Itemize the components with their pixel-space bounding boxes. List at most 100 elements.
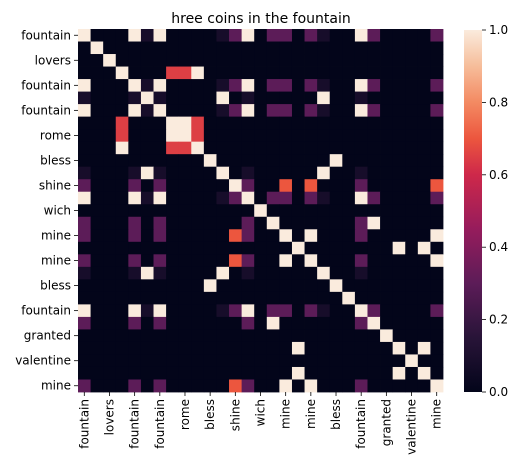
heatmap-cell — [392, 41, 406, 55]
heatmap-cell — [380, 66, 394, 80]
heatmap-cell — [342, 341, 356, 355]
heatmap-cell — [216, 216, 230, 230]
heatmap-cell — [203, 279, 217, 293]
heatmap-cell — [191, 104, 205, 118]
heatmap-cell — [103, 104, 117, 118]
heatmap-cell — [405, 204, 419, 218]
heatmap-cell — [153, 254, 167, 268]
heatmap-cell — [90, 129, 104, 143]
heatmap-cell — [103, 54, 117, 67]
heatmap-cell — [392, 229, 406, 243]
heatmap-cell — [128, 104, 142, 118]
heatmap-cell — [266, 41, 280, 55]
heatmap-cell — [115, 104, 129, 118]
heatmap-cell — [329, 41, 343, 55]
heatmap-cell — [103, 204, 117, 218]
heatmap-cell — [140, 266, 154, 280]
heatmap-cell — [405, 41, 419, 55]
heatmap-cell — [191, 266, 205, 280]
heatmap-cell — [241, 291, 255, 305]
heatmap-cell — [115, 129, 129, 143]
heatmap-cell — [166, 79, 180, 92]
heatmap-cell — [140, 79, 154, 92]
heatmap-cell — [153, 279, 167, 293]
heatmap-cell — [266, 129, 280, 143]
heatmap-cell — [317, 129, 331, 143]
heatmap-cell — [166, 379, 180, 393]
heatmap-cell — [380, 366, 394, 380]
heatmap-cell — [103, 154, 117, 168]
heatmap-cell — [153, 54, 167, 67]
heatmap-cell — [153, 29, 167, 42]
heatmap-cell — [279, 291, 293, 305]
heatmap-cell — [367, 291, 381, 305]
heatmap-cell — [405, 354, 419, 368]
heatmap-cell — [103, 341, 117, 355]
heatmap-cell — [279, 179, 293, 193]
heatmap-cell — [354, 129, 368, 143]
heatmap-cell — [153, 166, 167, 180]
heatmap-cell — [90, 291, 104, 305]
heatmap-cell — [405, 166, 419, 180]
heatmap-cell — [392, 104, 406, 118]
heatmap-cell — [266, 179, 280, 193]
heatmap-cell — [166, 366, 180, 380]
heatmap-cell — [115, 354, 129, 368]
heatmap-cell — [380, 91, 394, 105]
heatmap-cell — [304, 141, 318, 155]
heatmap-cell — [178, 329, 192, 343]
heatmap-cell — [241, 379, 255, 393]
heatmap-cell — [342, 179, 356, 193]
heatmap-cell — [291, 279, 305, 293]
heatmap-cell — [78, 41, 91, 55]
heatmap-cell — [229, 66, 243, 80]
heatmap-cell — [342, 29, 356, 42]
heatmap-cell — [153, 141, 167, 155]
heatmap-cell — [317, 116, 331, 130]
heatmap-cell — [241, 304, 255, 318]
heatmap-cell — [166, 66, 180, 80]
heatmap-cell — [342, 191, 356, 205]
heatmap-cell — [304, 229, 318, 243]
heatmap-cell — [392, 141, 406, 155]
heatmap-cell — [317, 166, 331, 180]
heatmap-cell — [342, 229, 356, 243]
heatmap-cell — [392, 154, 406, 168]
heatmap-cell — [430, 54, 444, 67]
heatmap-cell — [103, 379, 117, 393]
heatmap-cell — [115, 179, 129, 193]
heatmap-cell — [78, 29, 91, 42]
heatmap-cell — [417, 229, 431, 243]
heatmap-cell — [266, 329, 280, 343]
heatmap-cell — [317, 104, 331, 118]
heatmap-cell — [417, 379, 431, 393]
heatmap-cell — [229, 179, 243, 193]
heatmap-cell — [153, 329, 167, 343]
heatmap-cell — [103, 129, 117, 143]
heatmap-cell — [417, 116, 431, 130]
x-tick-label: fountain — [77, 399, 91, 449]
heatmap-cell — [342, 366, 356, 380]
heatmap-cell — [178, 54, 192, 67]
heatmap-cell — [140, 354, 154, 368]
heatmap-cell — [417, 329, 431, 343]
heatmap-cell — [178, 204, 192, 218]
heatmap-cell — [216, 341, 230, 355]
heatmap-cell — [241, 254, 255, 268]
heatmap-cell — [354, 166, 368, 180]
heatmap-cell — [140, 216, 154, 230]
heatmap-cell — [291, 204, 305, 218]
colorbar-tick-label: 0.2 — [489, 313, 508, 327]
heatmap-cell — [279, 41, 293, 55]
heatmap-cell — [430, 204, 444, 218]
heatmap-cell — [140, 204, 154, 218]
heatmap-cell — [191, 141, 205, 155]
heatmap-cell — [380, 191, 394, 205]
heatmap-cell — [279, 266, 293, 280]
heatmap-cell — [342, 279, 356, 293]
heatmap-cell — [342, 166, 356, 180]
heatmap-cell — [317, 241, 331, 255]
heatmap-cell — [367, 29, 381, 42]
heatmap-cell — [153, 66, 167, 80]
heatmap-cell — [191, 229, 205, 243]
